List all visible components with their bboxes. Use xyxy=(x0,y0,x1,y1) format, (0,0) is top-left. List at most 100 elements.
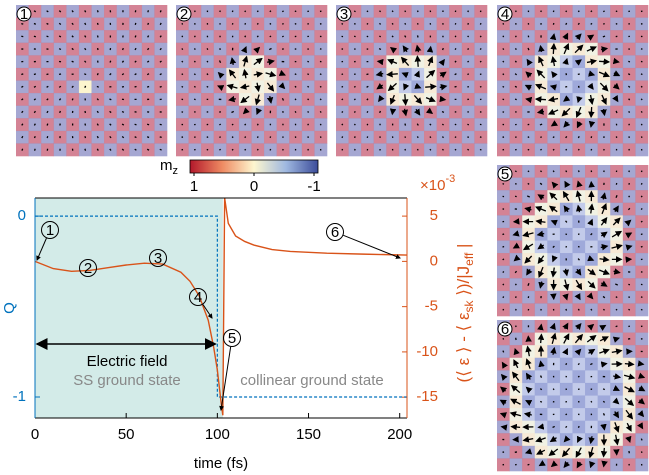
spin-arrow xyxy=(307,74,308,75)
spin-arrow xyxy=(21,24,23,25)
spin-arrow xyxy=(147,137,149,138)
spin-arrow xyxy=(502,234,504,235)
spin-arrow xyxy=(85,23,86,25)
spin-arrow xyxy=(430,124,431,125)
spin-arrow xyxy=(566,171,567,173)
spin-arrow xyxy=(641,196,642,197)
spin-arrow xyxy=(516,296,517,297)
spin-arrow xyxy=(147,87,149,88)
spin-arrow xyxy=(135,137,137,138)
spin-arrow xyxy=(98,35,99,37)
spin-arrow xyxy=(628,74,630,75)
spin-arrow xyxy=(122,124,124,125)
spin-arrow xyxy=(257,149,258,150)
spin-arrow xyxy=(455,61,456,62)
spin-arrow xyxy=(392,11,393,12)
spin-arrow xyxy=(503,246,505,247)
spin-arrow xyxy=(553,34,554,38)
spin-arrow xyxy=(599,61,609,62)
spin-arrow xyxy=(641,99,642,100)
spin-arrow xyxy=(219,137,220,138)
spin-arrow xyxy=(308,86,309,87)
spin-arrow xyxy=(578,309,579,311)
spin-arrow xyxy=(468,48,469,49)
spin-arrow xyxy=(528,464,530,465)
spin-arrow xyxy=(245,23,246,24)
spin-arrow xyxy=(566,11,567,12)
spin-arrow xyxy=(541,362,542,367)
colorbar-tick-label: -1 xyxy=(307,178,320,195)
spin-arrow xyxy=(148,10,149,12)
spin-arrow xyxy=(392,23,393,24)
spin-arrow xyxy=(34,36,36,37)
spin-arrow xyxy=(194,61,195,62)
spin-arrow xyxy=(641,111,642,112)
spin-arrow xyxy=(467,137,468,138)
spin-arrow xyxy=(270,23,271,24)
spin-arrow xyxy=(245,124,246,125)
colorbar xyxy=(190,160,318,173)
spin-arrow xyxy=(528,48,529,50)
spin-arrow xyxy=(135,124,137,125)
spin-arrow xyxy=(578,149,579,150)
y2-label-part: (⟨ ε ⟩ - ⟨ ε xyxy=(454,312,473,382)
y2-axis-label: (⟨ ε ⟩ - ⟨ εsk ⟩)/|Jeff | xyxy=(454,244,476,383)
y2-tick-label: -15 xyxy=(416,388,438,405)
spin-arrow xyxy=(553,149,554,150)
y2-tick-label: 5 xyxy=(430,207,438,224)
spin-arrow xyxy=(367,36,368,37)
spin-arrow xyxy=(135,74,137,75)
spin-arrow xyxy=(480,11,481,12)
spin-arrow xyxy=(603,24,604,25)
spin-arrow xyxy=(640,364,643,365)
spin-arrow xyxy=(442,149,443,150)
spin-arrow xyxy=(502,427,505,428)
spin-arrow xyxy=(503,284,504,285)
x-tick-label: 100 xyxy=(205,426,230,443)
spin-arrow xyxy=(207,74,208,75)
spin-arrow xyxy=(515,284,516,285)
spin-arrow xyxy=(536,99,546,100)
spin-arrow xyxy=(354,86,355,87)
spin-arrow xyxy=(195,48,196,49)
y2-tick-label: -10 xyxy=(416,343,438,360)
spin-arrow xyxy=(566,246,567,247)
spin-arrow xyxy=(616,326,618,327)
spin-arrow xyxy=(512,427,520,428)
x-tick-label: 200 xyxy=(387,426,412,443)
spin-arrow xyxy=(342,136,343,137)
spin-arrow xyxy=(441,99,445,100)
spin-arrow xyxy=(641,234,643,235)
spin-arrow xyxy=(84,74,86,75)
spin-arrow xyxy=(379,23,380,24)
spin-arrow xyxy=(148,23,149,25)
spin-arrow xyxy=(378,61,382,62)
spin-arrow xyxy=(232,124,233,125)
spin-arrow xyxy=(641,439,642,441)
spin-arrow xyxy=(603,309,604,310)
spin-arrow xyxy=(417,136,418,137)
spin-arrow xyxy=(379,36,380,37)
spin-arrow xyxy=(468,36,469,37)
spin-arrow xyxy=(405,36,406,38)
spin-arrow xyxy=(540,389,541,390)
spin-arrow xyxy=(135,87,137,88)
spin-arrow xyxy=(257,23,258,24)
spin-arrow xyxy=(591,11,592,12)
spin-arrow xyxy=(455,149,456,150)
spin-arrow xyxy=(455,48,456,49)
spin-arrow xyxy=(528,149,529,150)
spin-arrow xyxy=(160,74,162,75)
spin-arrow xyxy=(97,136,98,138)
spin-arrow xyxy=(641,208,642,209)
spin-arrow xyxy=(295,111,296,112)
spin-arrow xyxy=(503,61,504,62)
spin-arrow xyxy=(354,11,355,12)
spin-arrow xyxy=(282,36,283,37)
spin-arrow xyxy=(480,48,481,49)
spin-arrow xyxy=(148,36,149,38)
panel-label: 6 xyxy=(501,321,509,338)
spin-arrow xyxy=(603,11,604,12)
spin-arrow xyxy=(47,23,49,24)
spin-arrow xyxy=(641,124,642,125)
